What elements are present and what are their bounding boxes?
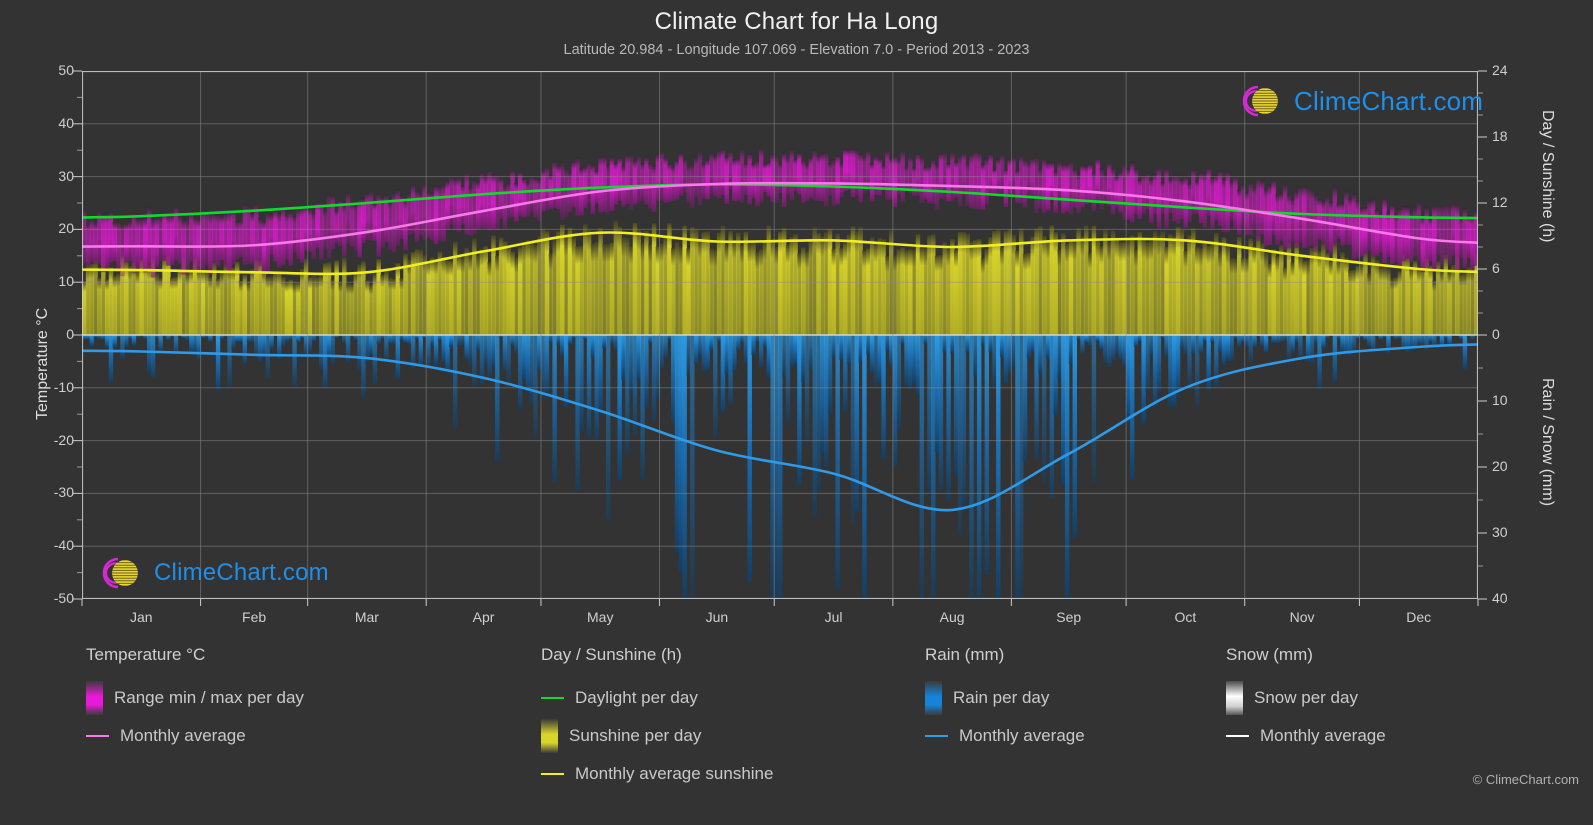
page-subtitle: Latitude 20.984 - Longitude 107.069 - El… <box>563 42 1030 58</box>
right-top-tick-0: 0 <box>1492 326 1500 342</box>
legend-swatch-line <box>86 735 109 737</box>
copyright-notice: © ClimeChart.com <box>1472 772 1579 787</box>
watermark-logo-top: ClimeChart.com <box>1232 80 1483 122</box>
right-top-tick-6: 6 <box>1492 260 1500 276</box>
legend-column-snow-mm: Snow (mm) Snow per day Monthly average <box>1226 645 1386 755</box>
x-tick-sep: Sep <box>1056 609 1082 625</box>
left-tick-10: 10 <box>58 273 74 290</box>
x-tick-oct: Oct <box>1174 609 1197 625</box>
plot-frame <box>82 71 1478 599</box>
logo-sphere <box>1252 88 1278 114</box>
legend-item[interactable]: Range min / max per day <box>86 679 304 717</box>
watermark-text: ClimeChart.com <box>1294 85 1484 116</box>
right-bottom-tick-10: 10 <box>1492 392 1508 408</box>
legend-item[interactable]: Rain per day <box>925 679 1085 717</box>
rain-daily-bars <box>82 335 1478 599</box>
rain-average-line <box>82 343 1478 512</box>
legend-column-rain-mm: Rain (mm) Rain per day Monthly average <box>925 645 1085 755</box>
average-lines <box>82 181 1478 512</box>
legend-item-label: Monthly average sunshine <box>575 764 774 783</box>
left-tick-30: 30 <box>58 167 74 184</box>
legend-item-label: Daylight per day <box>575 688 698 707</box>
legend-item[interactable]: Daylight per day <box>541 679 773 717</box>
climate-chart-svg <box>82 71 1478 599</box>
legend-swatch-line <box>1226 735 1249 737</box>
right-bottom-tick-40: 40 <box>1492 590 1508 606</box>
legend-heading: Rain (mm) <box>925 645 1005 664</box>
x-tick-feb: Feb <box>242 609 267 625</box>
watermark-logo-bottom: ClimeChart.com <box>92 552 329 594</box>
left-tick-neg20: -20 <box>53 431 74 448</box>
left-tick-neg50: -50 <box>53 590 74 606</box>
left-tick-neg40: -40 <box>53 537 74 554</box>
left-tick-50: 50 <box>58 62 74 78</box>
right-bottom-tick-30: 30 <box>1492 524 1508 540</box>
legend-swatch-box <box>86 681 103 715</box>
legend-item[interactable]: Sunshine per day <box>541 717 773 755</box>
legend-item-label: Monthly average <box>959 726 1085 745</box>
logo-arc-outer <box>102 557 119 589</box>
legend-item-label: Monthly average <box>120 726 246 745</box>
sunshine-average-line <box>82 231 1478 276</box>
legend-item-label: Snow per day <box>1254 688 1358 707</box>
legend-swatch-box <box>1226 681 1243 715</box>
legend-swatch-box <box>541 719 558 753</box>
logo-arc-outer <box>1242 85 1259 117</box>
right-top-tick-18: 18 <box>1492 128 1508 144</box>
chart-plot-area <box>82 71 1478 599</box>
temperature-average-line <box>82 181 1478 248</box>
left-axis-title: Temperature °C <box>34 307 51 420</box>
legend-item-label: Rain per day <box>953 688 1050 707</box>
logo-arc-inner <box>1245 90 1258 112</box>
x-tick-may: May <box>587 609 614 625</box>
legend-item[interactable]: Monthly average <box>925 717 1085 755</box>
legend-heading: Day / Sunshine (h) <box>541 645 682 664</box>
legend-swatch-box <box>925 681 942 715</box>
climechart-logo-icon-2 <box>102 557 138 589</box>
right-bottom-tick-20: 20 <box>1492 458 1508 474</box>
x-tick-dec: Dec <box>1406 609 1432 625</box>
left-tick-40: 40 <box>58 114 74 131</box>
page-title: Climate Chart for Ha Long <box>654 8 939 35</box>
gridlines <box>82 71 1478 599</box>
legend-item[interactable]: Monthly average <box>86 717 304 755</box>
legend-item-label: Range min / max per day <box>114 688 304 707</box>
x-tick-aug: Aug <box>939 609 965 625</box>
right-top-tick-12: 12 <box>1492 194 1508 210</box>
right-top-axis-title: Day / Sunshine (h) <box>1539 110 1556 243</box>
x-tick-jun: Jun <box>705 609 729 625</box>
x-tick-nov: Nov <box>1289 609 1315 625</box>
legend-item-label: Monthly average <box>1260 726 1386 745</box>
left-tick-neg30: -30 <box>53 484 74 501</box>
legend-swatch-line <box>541 773 564 775</box>
legend-item-label: Sunshine per day <box>569 726 702 745</box>
chart-legend: Temperature °C Range min / max per day Mon… <box>0 645 1593 825</box>
x-tick-jul: Jul <box>824 609 843 625</box>
right-bottom-axis-title: Rain / Snow (mm) <box>1539 378 1556 507</box>
legend-item[interactable]: Monthly average sunshine <box>541 755 773 793</box>
left-tick-20: 20 <box>58 220 74 237</box>
legend-column-temperature-c: Temperature °C Range min / max per day Mon… <box>86 645 304 755</box>
watermark-text-2: ClimeChart.com <box>154 559 329 586</box>
sunshine-daily-bars <box>82 220 1478 335</box>
legend-heading: Snow (mm) <box>1226 645 1313 664</box>
left-tick-neg10: -10 <box>53 378 74 395</box>
x-tick-apr: Apr <box>472 609 495 625</box>
right-top-tick-24: 24 <box>1492 62 1508 78</box>
logo-sphere <box>112 560 138 586</box>
legend-heading: Temperature °C <box>86 645 206 664</box>
left-tick-0: 0 <box>66 326 74 342</box>
climechart-logo-icon <box>1242 85 1278 117</box>
legend-swatch-line <box>541 697 564 699</box>
legend-swatch-line <box>925 735 948 737</box>
x-tick-mar: Mar <box>354 609 379 625</box>
legend-item[interactable]: Snow per day <box>1226 679 1386 717</box>
x-tick-jan: Jan <box>129 609 153 625</box>
legend-column-day-sunshine-h: Day / Sunshine (h) Daylight per day Sunshi… <box>541 645 773 793</box>
legend-item[interactable]: Monthly average <box>1226 717 1386 755</box>
logo-arc-inner <box>105 562 118 584</box>
